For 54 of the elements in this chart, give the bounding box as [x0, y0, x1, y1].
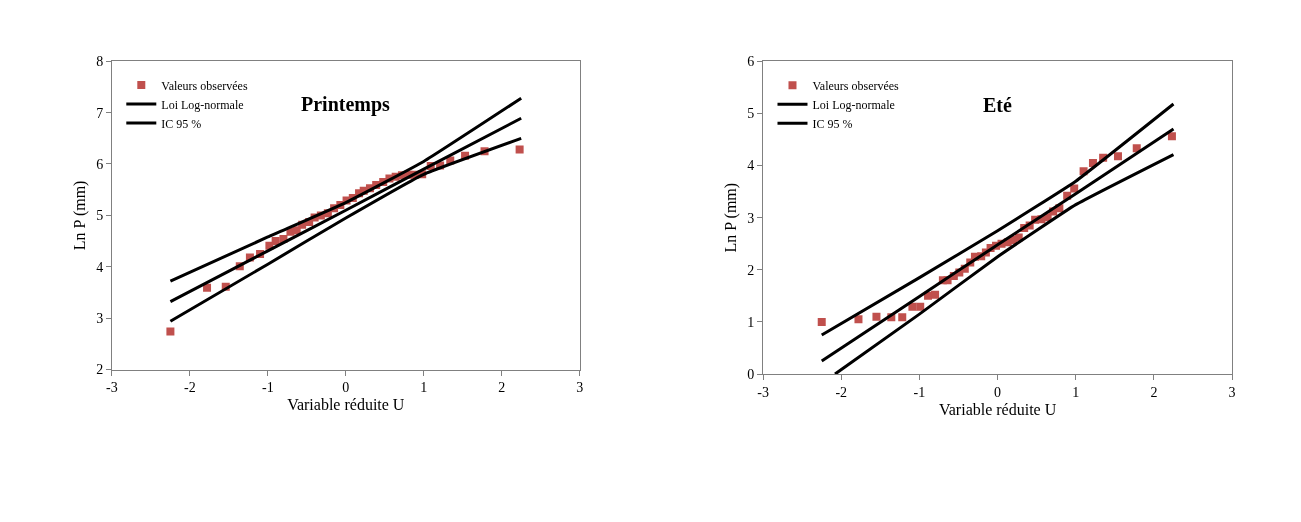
text: Printemps — [301, 93, 391, 116]
point — [872, 312, 881, 321]
x-tick-label: -1 — [913, 384, 926, 400]
x-tick-label: -3 — [757, 384, 769, 400]
x-tick-label: 3 — [576, 380, 584, 396]
line-series — [820, 127, 1175, 363]
y-tick-label: 6 — [96, 156, 104, 172]
x-tick-label: 3 — [1228, 384, 1236, 400]
y-tick-label: 4 — [747, 158, 755, 174]
legend-label: Loi Log-normale — [812, 97, 895, 112]
text: Eté — [983, 94, 1012, 116]
y-tick-label: 6 — [747, 54, 755, 70]
legend-label: Valeurs observées — [161, 78, 248, 93]
y-tick-label: 2 — [747, 262, 755, 278]
y-tick-label: 8 — [96, 54, 104, 70]
point — [817, 317, 826, 326]
point — [203, 283, 212, 292]
point — [898, 313, 907, 322]
y-tick-label: 3 — [747, 210, 755, 226]
x-tick-label: -1 — [262, 380, 274, 396]
y-tick-label: 3 — [96, 311, 104, 327]
legend-label: Valeurs observées — [812, 78, 900, 93]
legend-label: IC 95 % — [161, 116, 202, 131]
x-tick-label: 1 — [420, 380, 428, 396]
point — [854, 315, 863, 324]
y-tick-label: 7 — [96, 105, 104, 121]
y-tick-label: 5 — [96, 208, 104, 224]
x-tick-label: 1 — [1072, 384, 1080, 400]
x-tick-label: 2 — [498, 380, 506, 396]
line-series — [833, 153, 1175, 375]
point — [1167, 132, 1176, 141]
y-tick-label: 5 — [747, 106, 755, 122]
y-tick-label: 0 — [747, 366, 755, 382]
point — [908, 302, 917, 311]
point — [931, 290, 940, 299]
x-tick-label: 0 — [342, 380, 350, 396]
x-axis-title: Variable réduite U — [287, 396, 405, 413]
point — [916, 302, 925, 311]
x-tick-label: 2 — [1150, 384, 1158, 400]
point — [1113, 152, 1122, 161]
point — [166, 327, 175, 336]
point — [515, 145, 524, 154]
x-tick-label: -2 — [835, 384, 848, 400]
legend-label: IC 95 % — [812, 116, 853, 131]
y-axis-title: Ln P (mm) — [71, 180, 90, 251]
y-axis-title: Ln P (mm) — [722, 182, 741, 253]
x-axis-title: Variable réduite U — [938, 400, 1057, 418]
y-tick-label: 4 — [96, 259, 104, 275]
x-tick-label: -2 — [184, 380, 196, 396]
legend-label: Loi Log-normale — [161, 97, 244, 112]
x-tick-label: 0 — [994, 384, 1002, 400]
x-tick-label: -3 — [106, 380, 118, 396]
y-tick-label: 1 — [747, 314, 755, 330]
y-tick-label: 2 — [96, 362, 104, 378]
